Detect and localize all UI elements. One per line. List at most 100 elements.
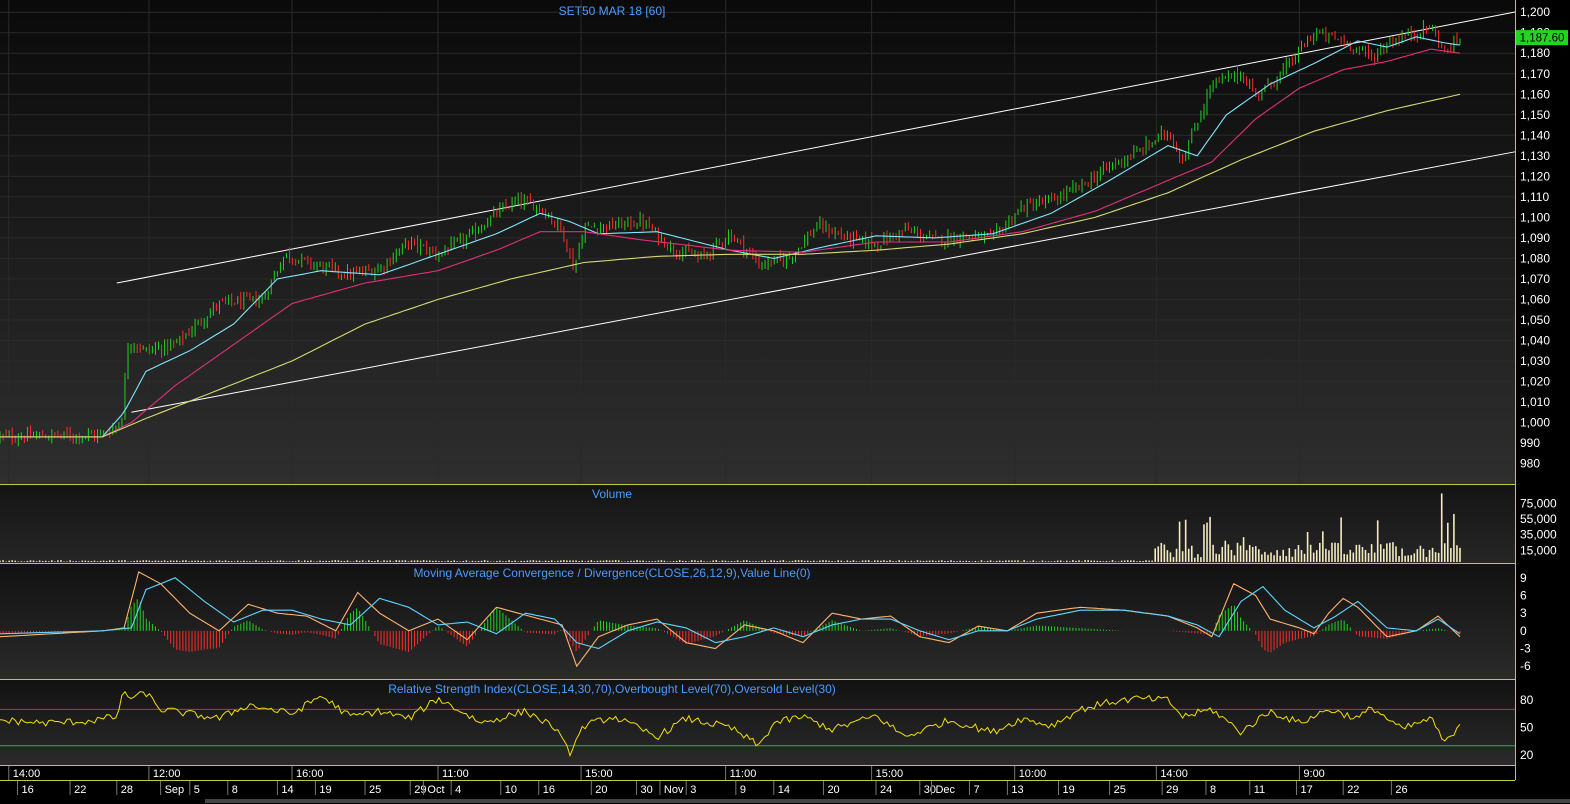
time-axis-lower-label: Sep bbox=[165, 784, 185, 796]
time-axis-lower-label: 4 bbox=[455, 784, 461, 796]
rsi-y-axis: 20 50 80 bbox=[1520, 693, 1534, 762]
last-price-badge: 1,187.60 bbox=[1516, 30, 1568, 46]
price-tick-label: 1,030 bbox=[1520, 354, 1550, 368]
time-axis-upper-label: 11:00 bbox=[442, 768, 469, 780]
time-axis-lower-label: 22 bbox=[1347, 784, 1359, 796]
price-tick-label: 1,150 bbox=[1520, 108, 1550, 122]
time-axis-lower-label: 29 bbox=[1166, 784, 1178, 796]
time-axis-lower-label: 3 bbox=[690, 784, 696, 796]
macd-tick-label: 0 bbox=[1520, 624, 1527, 638]
time-axis-lower-label: 16 bbox=[543, 784, 555, 796]
time-axis-lower-label: 10 bbox=[505, 784, 517, 796]
time-axis-lower-label: 16 bbox=[22, 784, 34, 796]
volume-bars bbox=[0, 493, 1461, 562]
price-tick-label: 1,110 bbox=[1520, 190, 1549, 204]
price-tick-label: 1,140 bbox=[1520, 128, 1550, 142]
rsi-tick-label: 50 bbox=[1520, 721, 1534, 735]
time-axis-lower-label: 22 bbox=[74, 784, 86, 796]
price-tick-label: 1,080 bbox=[1520, 251, 1550, 265]
price-tick-label: 1,200 bbox=[1520, 5, 1550, 19]
price-panel-title: SET50 MAR 18 [60] bbox=[559, 4, 666, 18]
volume-tick-label: 15,000 bbox=[1520, 543, 1557, 557]
macd-panel[interactable]: -6 -3 0 3 6 9 Moving Average Convergence / Di… bbox=[0, 564, 1531, 679]
time-axis-lower-label: 24 bbox=[880, 784, 892, 796]
macd-y-axis: -6 -3 0 3 6 9 bbox=[1520, 571, 1531, 673]
time-axis-upper-labels: 14:00 12:00 16:00 11:00 15:00 11:00 15:00 10:00… bbox=[8, 766, 1325, 780]
time-axis-lower-label: 7 bbox=[973, 784, 979, 796]
time-axis-lower-label: 28 bbox=[121, 784, 133, 796]
price-tick-label: 1,000 bbox=[1520, 416, 1550, 430]
macd-line bbox=[0, 571, 1461, 668]
rsi-tick-label: 20 bbox=[1520, 748, 1534, 762]
macd-tick-label: -6 bbox=[1520, 659, 1531, 673]
price-tick-label: 1,040 bbox=[1520, 333, 1550, 347]
time-axis-lower-label: Nov bbox=[664, 784, 684, 796]
time-axis-lower-label: 13 bbox=[1011, 784, 1023, 796]
last-price-badge-bg bbox=[1516, 30, 1568, 46]
time-axis-upper-label: 16:00 bbox=[296, 768, 324, 780]
channel-line bbox=[116, 11, 1516, 284]
macd-tick-label: -3 bbox=[1520, 642, 1531, 656]
volume-tick-label: 55,000 bbox=[1520, 512, 1557, 526]
price-tick-label: 1,060 bbox=[1520, 292, 1550, 306]
time-axis-upper-label: 15:00 bbox=[876, 768, 904, 780]
time-axis-lower-label: 19 bbox=[1063, 784, 1075, 796]
rsi-series-line bbox=[0, 690, 1461, 758]
price-tick-label: 1,180 bbox=[1520, 46, 1550, 60]
moving-average-mid bbox=[0, 48, 1461, 438]
volume-tick-label: 35,000 bbox=[1520, 528, 1557, 542]
time-axis-lower-label: 30 bbox=[924, 784, 936, 796]
channel-lines bbox=[116, 11, 1516, 413]
time-axis-lower-label: 29 bbox=[414, 784, 426, 796]
price-panel[interactable]: 9809901,0001,0101,0201,0301,0401,0501,06… bbox=[0, 0, 1568, 765]
time-axis-lower-label: 8 bbox=[1210, 784, 1216, 796]
time-axis-upper-label: 12:00 bbox=[153, 768, 181, 780]
rsi-line bbox=[0, 690, 1461, 758]
macd-lines bbox=[0, 571, 1461, 668]
price-tick-label: 1,050 bbox=[1520, 313, 1550, 327]
price-tick-label: 1,070 bbox=[1520, 272, 1550, 286]
price-tick-label: 1,130 bbox=[1520, 149, 1550, 163]
time-axis-upper-label: 14:00 bbox=[13, 768, 41, 780]
moving-averages bbox=[0, 36, 1461, 438]
rsi-panel-title: Relative Strength Index(CLOSE,14,30,70),… bbox=[388, 682, 836, 696]
price-tick-label: 1,090 bbox=[1520, 231, 1550, 245]
time-axis-upper-label: 11:00 bbox=[730, 768, 757, 780]
rsi-levels bbox=[0, 708, 1515, 747]
moving-average-slow bbox=[0, 93, 1461, 438]
macd-tick-label: 9 bbox=[1520, 571, 1527, 585]
channel-line bbox=[131, 151, 1516, 413]
time-axis[interactable]: 14:00 12:00 16:00 11:00 15:00 11:00 15:00 10:00… bbox=[0, 766, 1570, 804]
time-axis-lower-label: 30 bbox=[641, 784, 653, 796]
time-axis-upper-label: 10:00 bbox=[1019, 768, 1047, 780]
time-axis-upper-label: 9:00 bbox=[1303, 768, 1324, 780]
time-axis-lower-label: 26 bbox=[1395, 784, 1407, 796]
rsi-panel-bg bbox=[0, 680, 1515, 765]
price-tick-label: 1,010 bbox=[1520, 395, 1550, 409]
price-tick-label: 1,170 bbox=[1520, 67, 1550, 81]
time-axis-lower-label: 25 bbox=[369, 784, 381, 796]
macd-tick-label: 3 bbox=[1520, 606, 1527, 620]
price-tick-label: 980 bbox=[1520, 457, 1540, 471]
last-price-label: 1,187.60 bbox=[1520, 33, 1565, 45]
time-axis-bg bbox=[0, 766, 1570, 804]
rsi-panel[interactable]: 20 50 80 Relative Strength Index(CLOSE,14,… bbox=[0, 680, 1534, 765]
time-axis-lower-label: 14 bbox=[778, 784, 790, 796]
volume-panel-bg bbox=[0, 485, 1515, 563]
price-tick-label: 1,020 bbox=[1520, 375, 1550, 389]
time-axis-upper-label: 15:00 bbox=[585, 768, 613, 780]
time-axis-lower-label: 8 bbox=[232, 784, 238, 796]
rsi-tick-label: 80 bbox=[1520, 693, 1534, 707]
volume-panel-title: Volume bbox=[592, 487, 632, 501]
time-axis-upper-label: 14:00 bbox=[1160, 768, 1188, 780]
price-y-axis: 980 990 1,000 1,010 1,020 1,030 1,040 1,050 1,06… bbox=[1520, 5, 1550, 470]
time-axis-lower-label: 20 bbox=[827, 784, 839, 796]
price-tick-label: 1,160 bbox=[1520, 87, 1550, 101]
price-panel-bg bbox=[0, 0, 1515, 484]
candlesticks bbox=[0, 20, 1461, 447]
time-axis-lower-label: 14 bbox=[281, 784, 293, 796]
macd-tick-label: 6 bbox=[1520, 588, 1527, 602]
